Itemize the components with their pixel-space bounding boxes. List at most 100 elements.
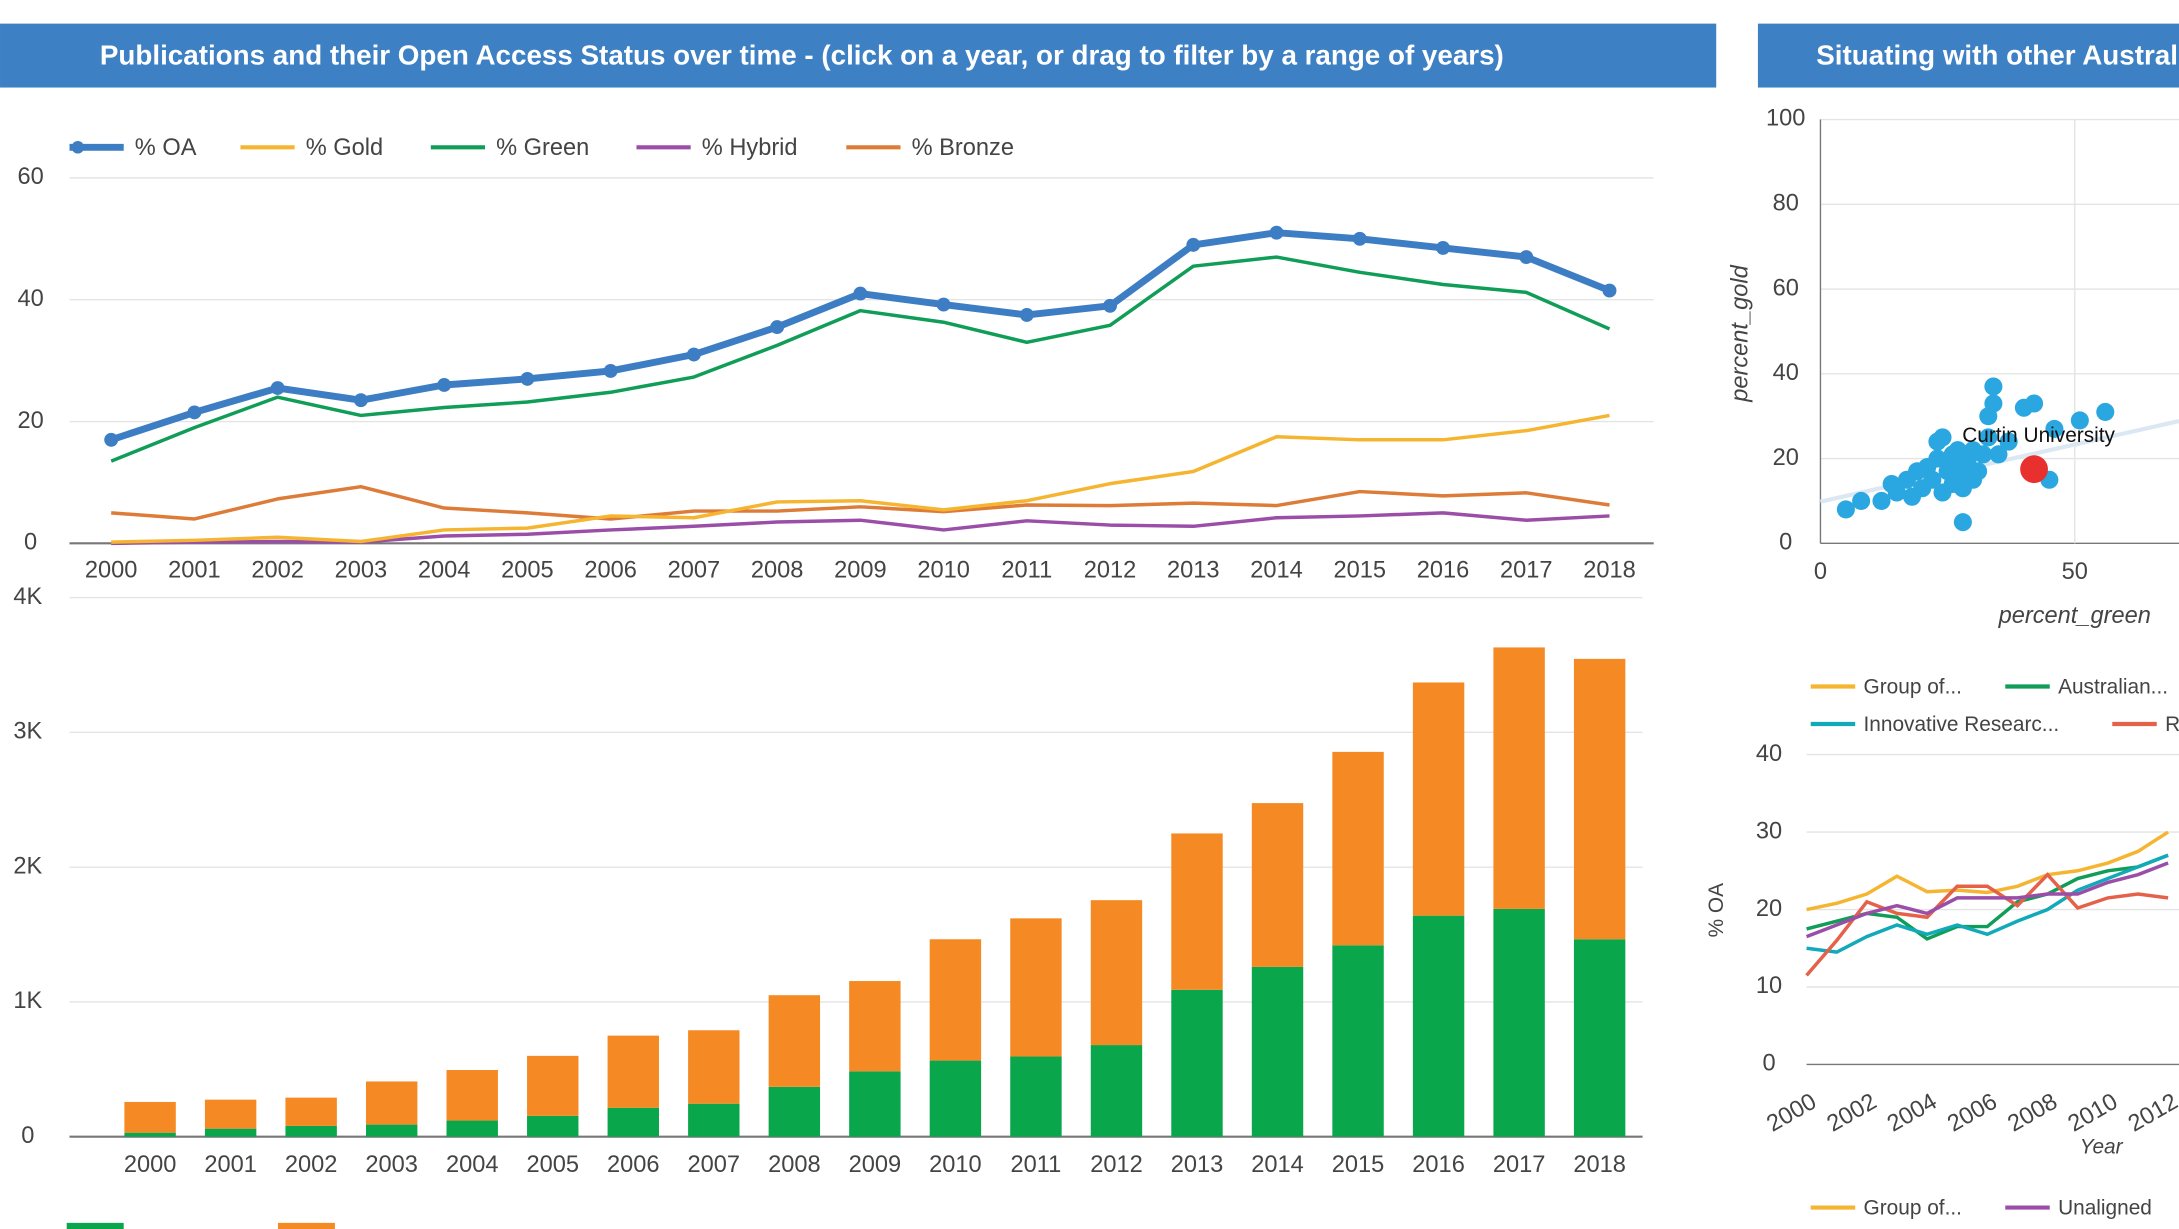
y-tick-label: 20 xyxy=(17,408,43,434)
x-tick-label: 2003 xyxy=(365,1152,418,1178)
legend-swatch xyxy=(71,141,85,154)
point xyxy=(1969,462,1988,481)
bar-segment xyxy=(1332,751,1384,946)
bar-segment xyxy=(1010,1056,1062,1137)
legend-label: Group of... xyxy=(1864,675,1962,698)
x-tick-label: 2018 xyxy=(1573,1152,1626,1178)
x-axis-label: Year xyxy=(2080,1135,2124,1158)
point xyxy=(1984,377,2003,396)
x-tick-label: 2008 xyxy=(2004,1089,2062,1138)
bar-segment xyxy=(285,1097,337,1126)
legend-label: Group of... xyxy=(1864,1196,1962,1219)
point xyxy=(520,371,535,386)
point xyxy=(1953,513,1972,532)
bar-segment xyxy=(527,1115,579,1137)
bar-segment xyxy=(204,1128,257,1137)
point xyxy=(1984,394,2003,413)
y-tick-label: 4K xyxy=(13,584,42,610)
point xyxy=(1872,491,1891,510)
x-tick-label: 2006 xyxy=(584,557,637,583)
bar-segment xyxy=(1171,833,1223,990)
point xyxy=(1602,283,1617,298)
x-tick-label: 2016 xyxy=(1412,1152,1465,1178)
x-tick-label: 2014 xyxy=(1251,1152,1304,1178)
bar-segment xyxy=(1090,900,1143,1046)
point xyxy=(936,297,951,312)
highlight-point xyxy=(2020,455,2048,484)
bar-segment xyxy=(1573,939,1626,1137)
annotation: Curtin University xyxy=(1962,424,2115,447)
bar-segment xyxy=(365,1081,418,1125)
series-line xyxy=(1805,861,2169,939)
point xyxy=(603,364,618,378)
point xyxy=(853,286,868,301)
series-line xyxy=(1806,830,2170,912)
x-tick-label: 2007 xyxy=(668,557,721,583)
x-tick-label: 2014 xyxy=(1250,557,1303,583)
bar-segment xyxy=(607,1107,659,1137)
series-line xyxy=(1805,872,2169,977)
y-tick-label: 100 xyxy=(1766,106,1805,132)
legend-swatch xyxy=(277,1222,335,1229)
bar-segment xyxy=(1573,658,1626,940)
x-tick-label: 2012 xyxy=(1090,1152,1143,1178)
point xyxy=(1269,225,1284,240)
legend-label: Innovative Researc... xyxy=(1864,713,2060,736)
x-tick-label: 2008 xyxy=(751,557,804,583)
bar-segment xyxy=(1171,989,1223,1137)
y-tick-label: 0 xyxy=(1779,530,1792,556)
y-tick-label: 0 xyxy=(1762,1051,1775,1077)
point xyxy=(1519,250,1534,265)
y-tick-label: 60 xyxy=(17,164,43,190)
series-line xyxy=(111,484,1610,521)
y-tick-label: 40 xyxy=(1773,360,1799,386)
series-line xyxy=(1806,853,2169,954)
x-tick-label: 2005 xyxy=(501,557,554,583)
bar-segment xyxy=(1251,803,1304,967)
y-tick-label: 80 xyxy=(1773,191,1799,217)
y-tick-label: 20 xyxy=(1773,445,1799,471)
x-tick-label: 2013 xyxy=(1167,557,1220,583)
x-tick-label: 2010 xyxy=(929,1152,982,1178)
y-tick-label: 0 xyxy=(21,1123,34,1149)
bar-segment xyxy=(849,981,901,1072)
legend-label: % OA xyxy=(135,135,197,161)
point xyxy=(770,320,785,335)
x-tick-label: 2012 xyxy=(2124,1089,2179,1138)
point xyxy=(1352,231,1367,246)
bar-segment xyxy=(1493,908,1545,1137)
point xyxy=(437,378,452,392)
bar-segment xyxy=(1412,682,1465,916)
legend-label: % Hybrid xyxy=(702,135,798,161)
bar-segment xyxy=(527,1055,579,1116)
point xyxy=(1019,307,1034,322)
bar-segment xyxy=(1090,1045,1143,1137)
bar-segment xyxy=(1493,647,1545,909)
y-tick-label: 1K xyxy=(13,988,42,1014)
x-tick-label: 2004 xyxy=(446,1152,499,1178)
bar-segment xyxy=(929,939,982,1061)
x-tick-label: 2001 xyxy=(204,1152,257,1178)
point xyxy=(1974,445,1993,464)
chart-title: Situating with other Austral xyxy=(1816,39,2178,70)
bar-segment xyxy=(688,1030,740,1104)
point xyxy=(1103,298,1118,313)
point xyxy=(1186,237,1201,252)
x-tick-label: 2002 xyxy=(285,1152,338,1178)
bar-segment xyxy=(446,1070,498,1121)
legend-label: % Bronze xyxy=(912,135,1014,161)
legend-label: R... xyxy=(2165,713,2179,736)
point xyxy=(353,393,368,408)
legend-label: Australian... xyxy=(2058,675,2168,698)
x-tick-label: 2017 xyxy=(1500,557,1553,583)
y-tick-label: 40 xyxy=(1756,741,1782,767)
x-tick-label: 2018 xyxy=(1583,557,1636,583)
x-tick-label: 2002 xyxy=(251,557,304,583)
x-tick-label: 2013 xyxy=(1171,1152,1224,1178)
y-tick-label: 30 xyxy=(1756,818,1782,844)
bar-segment xyxy=(285,1125,337,1137)
series-line xyxy=(111,413,1610,544)
y-axis-label: percent_gold xyxy=(1727,264,1753,402)
x-tick-label: 2015 xyxy=(1334,557,1387,583)
